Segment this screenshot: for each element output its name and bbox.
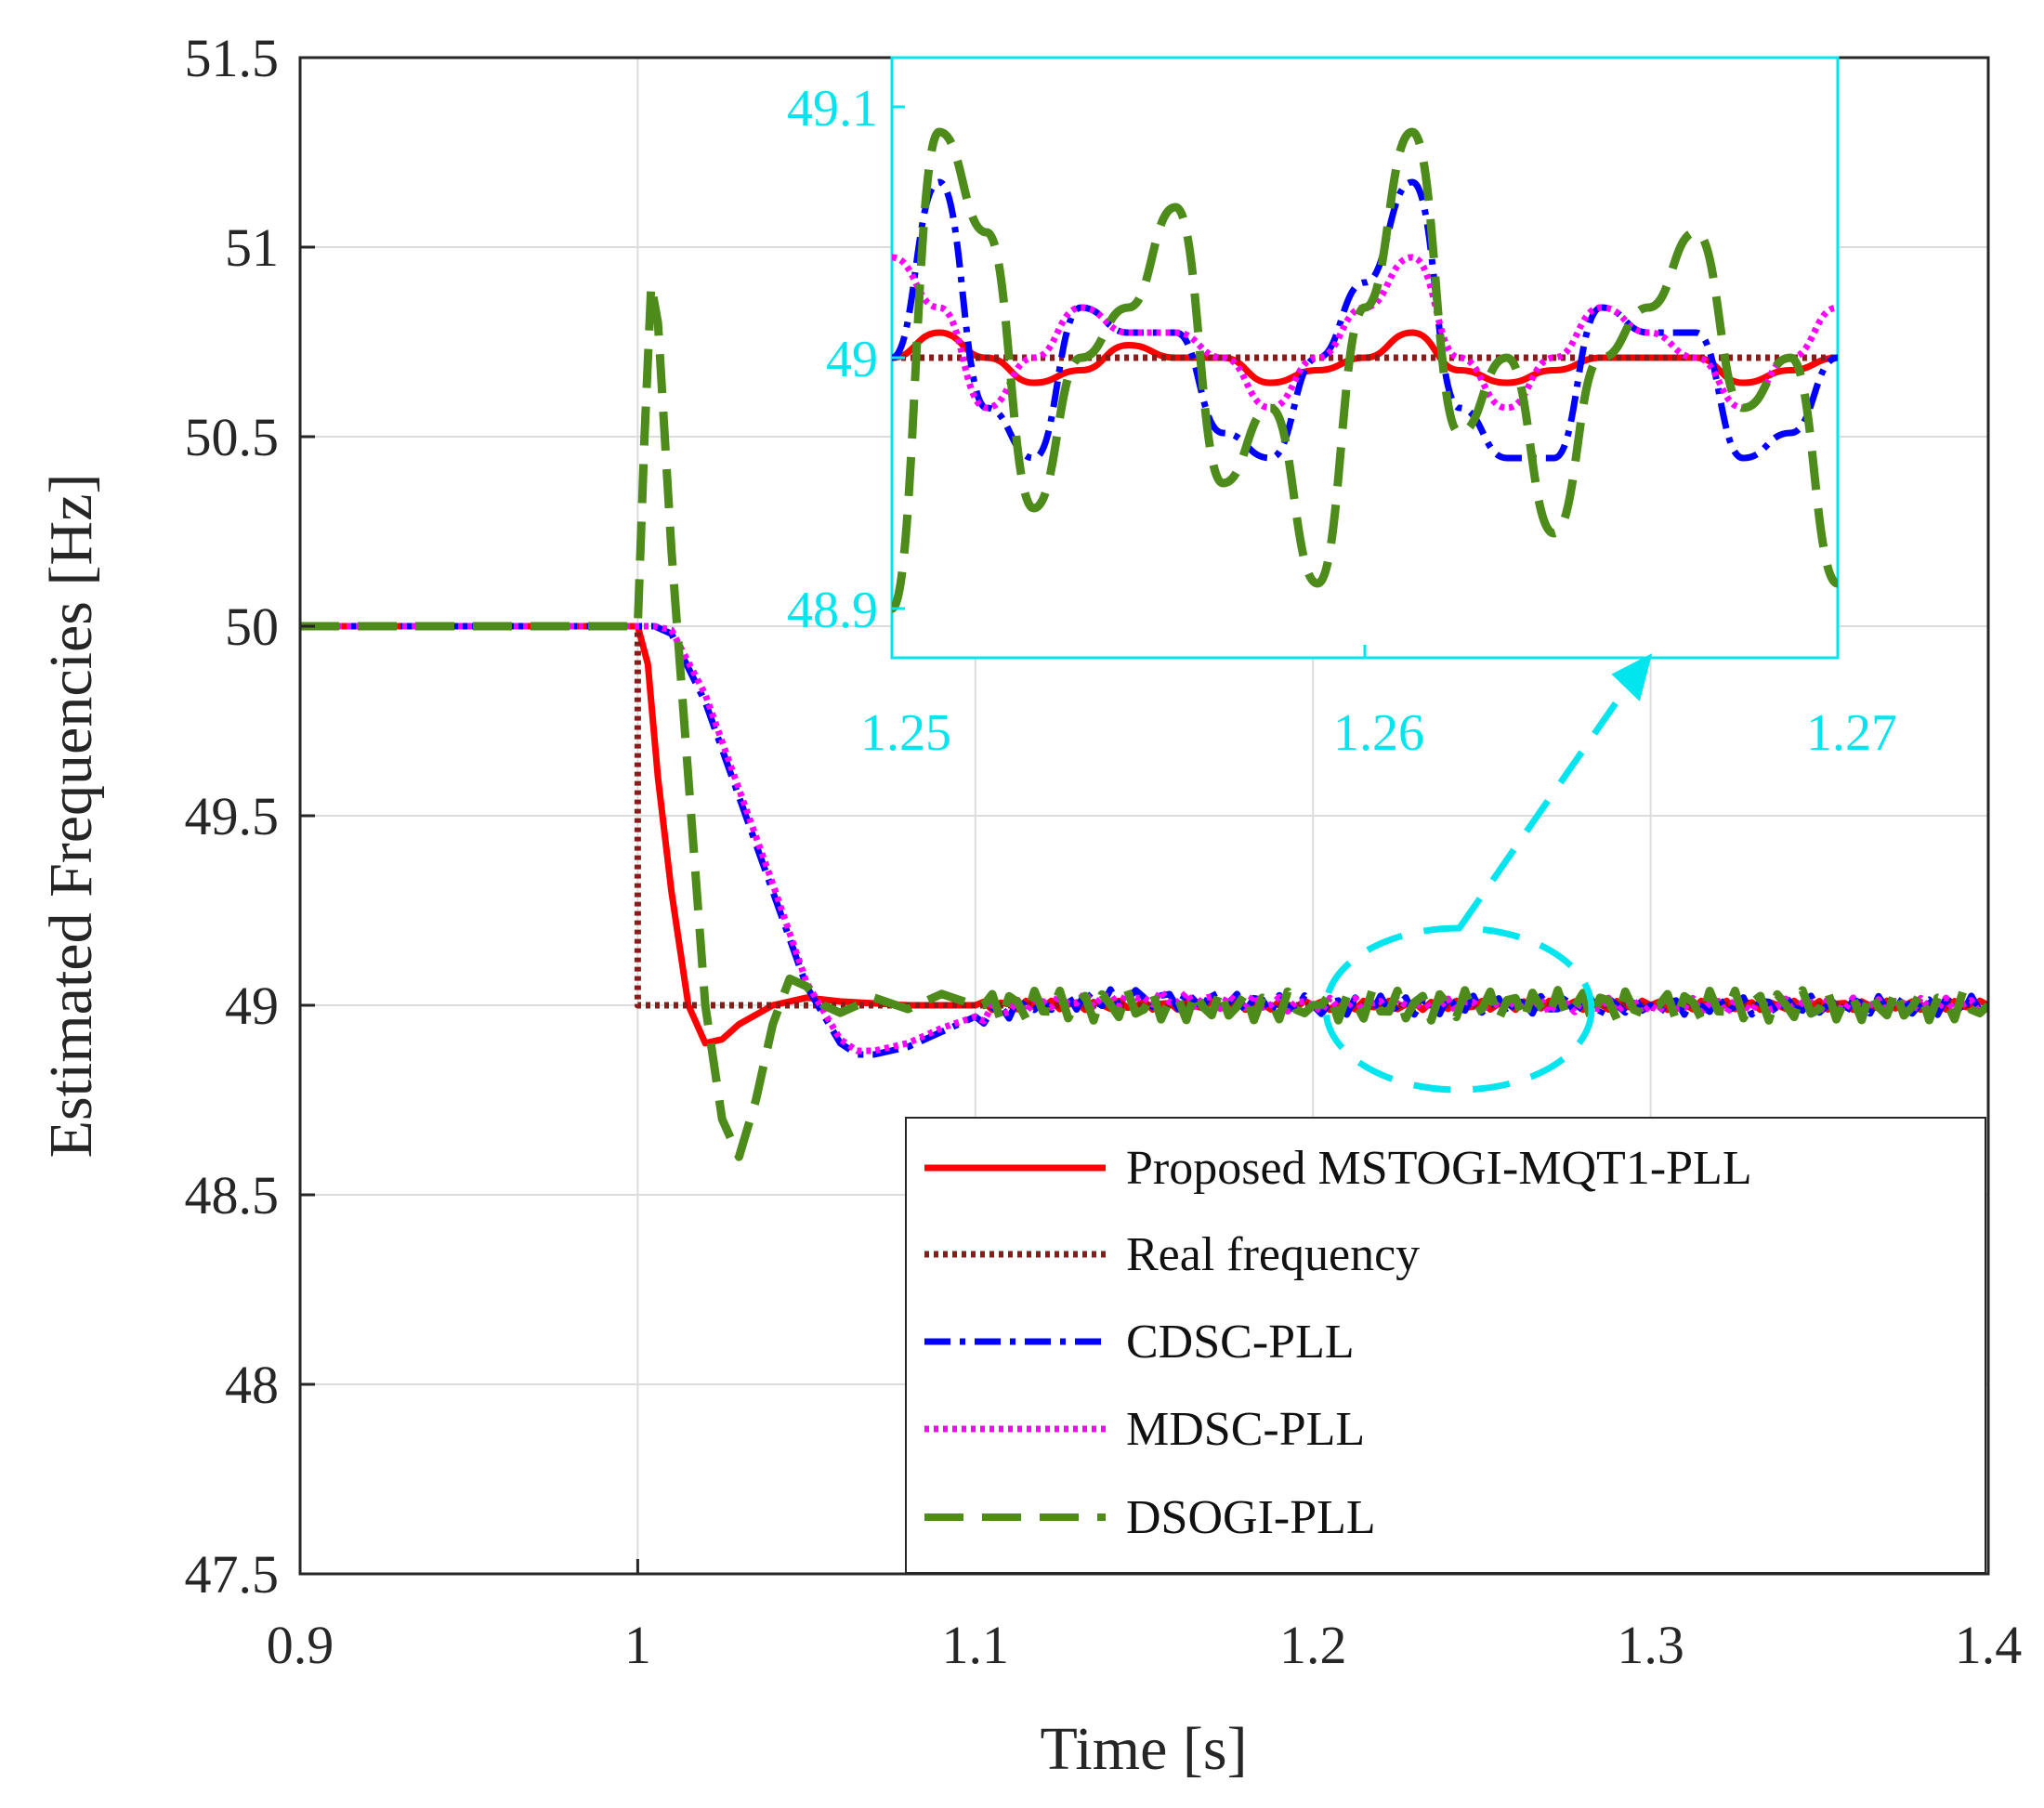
legend-label-real: Real frequency bbox=[1126, 1228, 1420, 1281]
inset-x-tick-label: 1.26 bbox=[1333, 704, 1424, 762]
legend-box bbox=[905, 1117, 1986, 1574]
legend: Proposed MSTOGI-MQT1-PLL Real frequency … bbox=[905, 1117, 1986, 1574]
inset-series-dsogi-pll bbox=[892, 127, 1838, 613]
inset-series-mdsc-pll bbox=[892, 254, 1838, 412]
legend-label-mdsc: MDSC-PLL bbox=[1126, 1403, 1365, 1456]
legend-label-cdsc: CDSC-PLL bbox=[1126, 1316, 1355, 1369]
y-tick-label: 50.5 bbox=[185, 407, 280, 467]
y-tick-label: 47.5 bbox=[185, 1544, 280, 1605]
main-series-dsogi-pll bbox=[300, 281, 1988, 1161]
inset-x-tick-label: 1.27 bbox=[1806, 704, 1897, 762]
y-tick-label: 51.5 bbox=[185, 28, 280, 88]
zoom-arrow-line bbox=[1456, 662, 1645, 931]
legend-label-proposed: Proposed MSTOGI-MQT1-PLL bbox=[1126, 1142, 1752, 1195]
inset-series-proposed-mstogi-mqt1-pll bbox=[892, 329, 1838, 386]
main-series-group bbox=[300, 281, 1988, 1161]
x-tick-label: 1.2 bbox=[1279, 1615, 1347, 1675]
y-tick-label: 49 bbox=[225, 976, 279, 1036]
x-tick-label: 1.4 bbox=[1955, 1615, 2023, 1675]
y-tick-label: 49.5 bbox=[185, 786, 280, 846]
x-tick-label: 1.1 bbox=[942, 1615, 1010, 1675]
inset-x-tick-label: 1.25 bbox=[860, 704, 951, 762]
zoom-arrow-head bbox=[1611, 653, 1653, 701]
x-tick-label: 1 bbox=[624, 1615, 651, 1675]
x-tick-label: 0.9 bbox=[267, 1615, 334, 1675]
y-tick-label: 48 bbox=[225, 1355, 279, 1415]
y-tick-label: 50 bbox=[225, 596, 279, 657]
x-axis-label: Time [s] bbox=[1040, 1715, 1247, 1783]
inset-series-group bbox=[892, 127, 1838, 613]
y-tick-label: 51 bbox=[225, 217, 279, 278]
inset-y-tick-label: 49.1 bbox=[787, 80, 878, 138]
inset-y-tick-label: 49 bbox=[826, 331, 878, 388]
y-axis-label: Estimated Frequencies [Hz] bbox=[37, 474, 105, 1159]
main-axis-ticks: 0.9 1 1.1 1.2 1.3 1.4 47.5 48 48.5 49 49.5 50 50.5 51… bbox=[185, 28, 2023, 1675]
x-tick-label: 1.3 bbox=[1617, 1615, 1684, 1675]
legend-label-dsogi: DSOGI-PLL bbox=[1126, 1491, 1376, 1544]
inset-axis-ticks: 1.25 1.26 1.27 48.9 49 49.1 bbox=[787, 80, 1897, 762]
main-series-mdsc-pll bbox=[300, 622, 1988, 1055]
inset-y-tick-label: 48.9 bbox=[787, 582, 878, 639]
y-tick-label: 48.5 bbox=[185, 1165, 280, 1225]
